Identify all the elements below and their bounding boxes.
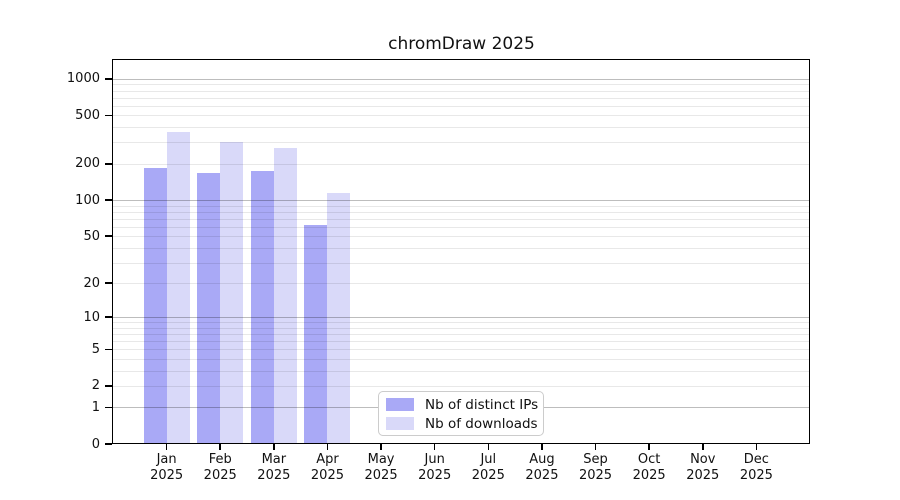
x-tick-mark bbox=[701, 444, 704, 450]
y-tick-mark bbox=[105, 443, 112, 445]
legend-label-downloads: Nb of downloads bbox=[425, 415, 538, 432]
y-tick-mark bbox=[105, 235, 112, 237]
x-tick-mark bbox=[541, 444, 543, 450]
plot-area bbox=[113, 60, 810, 444]
bar-nb-of-downloads-jan bbox=[166, 132, 190, 444]
gridline-major bbox=[113, 200, 810, 202]
x-tick-label-jul: Jul 2025 bbox=[471, 452, 505, 483]
gridline-minor bbox=[113, 97, 810, 99]
y-tick-label: 1000 bbox=[66, 71, 100, 87]
y-tick-label: 2 bbox=[91, 378, 100, 394]
legend-item-distinct-ips: Nb of distinct IPs bbox=[386, 395, 543, 414]
y-tick-label: 5 bbox=[91, 341, 100, 357]
gridline-minor bbox=[113, 385, 810, 387]
gridline-minor bbox=[113, 327, 810, 329]
gridline-major bbox=[113, 317, 810, 319]
gridline-minor bbox=[113, 322, 810, 324]
y-tick-label: 20 bbox=[83, 275, 100, 291]
gridline-minor bbox=[113, 211, 810, 213]
x-tick-label-jan: Jan 2025 bbox=[150, 452, 184, 483]
chart-title: chromDraw 2025 bbox=[388, 34, 535, 54]
gridline-minor bbox=[113, 115, 810, 117]
legend-label-distinct-ips: Nb of distinct IPs bbox=[425, 396, 539, 413]
gridline-minor bbox=[113, 358, 810, 360]
gridline-minor bbox=[113, 127, 810, 129]
gridline-minor bbox=[113, 163, 810, 165]
bar-nb-of-downloads-mar bbox=[273, 147, 297, 444]
y-tick-mark bbox=[105, 282, 112, 284]
bar-nb-of-distinct-ips-mar bbox=[250, 171, 274, 444]
gridline-minor bbox=[113, 84, 810, 86]
y-tick-mark bbox=[105, 348, 112, 351]
gridline-minor bbox=[113, 90, 810, 92]
bar-nb-of-distinct-ips-feb bbox=[197, 173, 221, 444]
gridline-minor bbox=[113, 105, 810, 107]
gridline-minor bbox=[113, 341, 810, 343]
x-tick-mark bbox=[326, 444, 329, 450]
x-tick-label-feb: Feb 2025 bbox=[203, 452, 237, 483]
x-tick-label-oct: Oct 2025 bbox=[632, 452, 666, 483]
x-tick-mark bbox=[380, 444, 382, 450]
x-tick-label-sep: Sep 2025 bbox=[578, 452, 613, 483]
legend-item-downloads: Nb of downloads bbox=[386, 414, 543, 433]
y-tick-mark bbox=[105, 385, 112, 387]
x-tick-label-may: May 2025 bbox=[364, 452, 398, 483]
x-tick-label-jun: Jun 2025 bbox=[418, 452, 452, 483]
legend: Nb of distinct IPs Nb of downloads bbox=[378, 391, 544, 436]
x-tick-mark bbox=[433, 444, 436, 450]
x-tick-label-nov: Nov 2025 bbox=[686, 452, 720, 483]
legend-swatch-distinct-ips bbox=[386, 398, 414, 411]
y-tick-mark bbox=[105, 162, 112, 165]
gridline-minor bbox=[113, 334, 810, 336]
bar-nb-of-distinct-ips-jan bbox=[143, 167, 167, 444]
x-tick-label-dec: Dec 2025 bbox=[739, 452, 773, 483]
x-tick-mark bbox=[219, 444, 222, 450]
gridline-minor bbox=[113, 370, 810, 372]
gridline-major bbox=[113, 78, 810, 80]
bar-nb-of-downloads-apr bbox=[327, 192, 351, 444]
x-tick-mark bbox=[273, 444, 275, 450]
bar-nb-of-downloads-feb bbox=[220, 141, 244, 444]
gridline-minor bbox=[113, 236, 810, 238]
y-tick-mark bbox=[105, 316, 112, 319]
gridline-minor bbox=[113, 218, 810, 220]
x-tick-mark bbox=[487, 444, 490, 450]
x-tick-label-mar: Mar 2025 bbox=[257, 452, 291, 483]
x-tick-mark bbox=[755, 444, 758, 450]
gridline-minor bbox=[113, 226, 810, 228]
y-tick-label: 0 bbox=[91, 436, 100, 452]
x-tick-mark bbox=[165, 444, 168, 450]
y-tick-label: 50 bbox=[83, 228, 100, 244]
gridline-minor bbox=[113, 349, 810, 351]
x-tick-mark bbox=[648, 444, 650, 450]
y-tick-mark bbox=[105, 199, 112, 201]
y-tick-label: 500 bbox=[75, 107, 100, 123]
gridline-minor bbox=[113, 262, 810, 264]
y-tick-mark bbox=[105, 406, 112, 409]
gridline-minor bbox=[113, 247, 810, 249]
y-tick-mark bbox=[105, 78, 112, 80]
x-tick-label-apr: Apr 2025 bbox=[310, 452, 344, 483]
x-tick-label-aug: Aug 2025 bbox=[525, 452, 559, 483]
gridline-minor bbox=[113, 283, 810, 285]
x-tick-mark bbox=[594, 444, 597, 450]
y-tick-mark bbox=[105, 114, 112, 117]
y-tick-label: 200 bbox=[75, 156, 100, 172]
legend-swatch-downloads bbox=[386, 417, 414, 430]
y-tick-label: 10 bbox=[83, 309, 100, 325]
bar-nb-of-distinct-ips-apr bbox=[304, 225, 328, 444]
gridline-minor bbox=[113, 205, 810, 207]
y-tick-label: 1 bbox=[91, 399, 100, 415]
gridline-minor bbox=[113, 142, 810, 144]
y-tick-label: 100 bbox=[75, 192, 100, 208]
